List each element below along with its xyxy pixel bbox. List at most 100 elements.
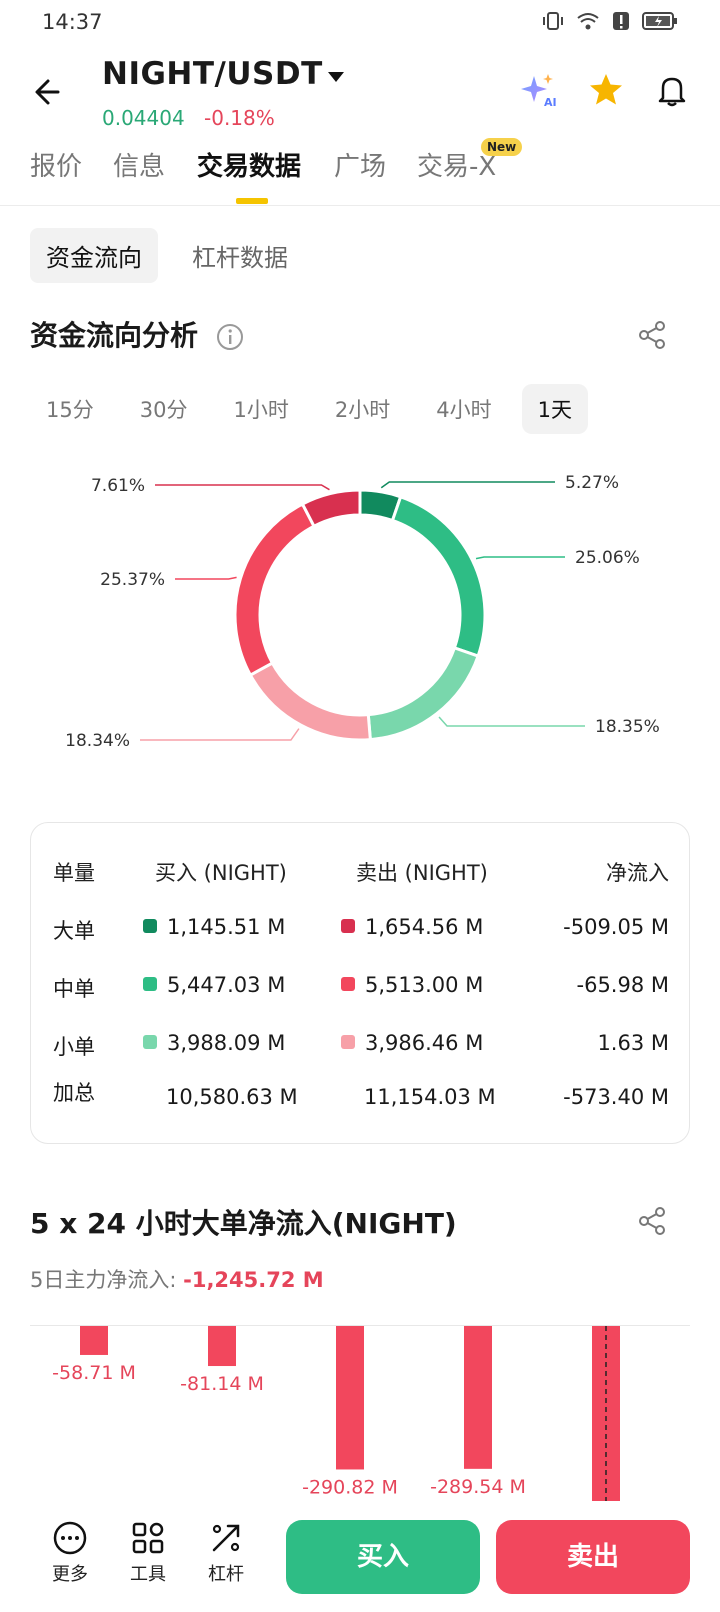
svg-text:AI: AI xyxy=(544,96,557,109)
donut-percent-label: 7.61% xyxy=(91,476,145,496)
total-sell: 11,154.03 M xyxy=(364,1085,496,1109)
buy-swatch xyxy=(143,1035,157,1049)
sell-value: 1,654.56 M xyxy=(365,915,484,939)
sell-swatch xyxy=(341,1035,355,1049)
tab-trade-x[interactable]: 交易-X New xyxy=(417,138,523,183)
donut-percent-label: 25.37% xyxy=(100,570,165,590)
sell-cell: 5,513.00 M xyxy=(341,973,483,997)
caret-down-icon[interactable] xyxy=(327,70,345,84)
tools-label: 工具 xyxy=(130,1564,166,1585)
buy-swatch xyxy=(143,977,157,991)
period-1h[interactable]: 1小时 xyxy=(233,398,289,422)
vibrate-icon xyxy=(543,12,563,30)
bar-value-label: -81.14 M xyxy=(180,1373,264,1395)
status-time: 14:37 xyxy=(42,10,103,34)
bar-value-label: -58.71 M xyxy=(52,1362,136,1384)
tab-info[interactable]: 信息 xyxy=(113,152,166,182)
period-4h[interactable]: 4小时 xyxy=(436,398,492,422)
tab-quote[interactable]: 报价 xyxy=(30,152,83,182)
fund-flow-title: 资金流向分析 xyxy=(30,314,244,354)
col-header-buy: 买入 (NIGHT) xyxy=(155,861,287,885)
sell-swatch xyxy=(341,977,355,991)
tab-trade-x-label: 交易-X xyxy=(417,152,497,182)
more-label: 更多 xyxy=(52,1564,88,1585)
tab-square[interactable]: 广场 xyxy=(334,152,387,182)
summary-label: 5日主力净流入: xyxy=(30,1268,184,1292)
total-buy: 10,580.63 M xyxy=(166,1085,298,1109)
leverage-button[interactable]: 杠杆 xyxy=(196,1520,256,1586)
tab-trade-data[interactable]: 交易数据 xyxy=(197,152,302,182)
table-total-row: 加总 10,580.63 M 11,154.03 M -573.40 M xyxy=(31,1081,691,1125)
net-value: 1.63 M xyxy=(597,1031,669,1055)
total-net: -573.40 M xyxy=(563,1085,669,1109)
tools-button[interactable]: 工具 xyxy=(118,1520,178,1586)
share-icon[interactable] xyxy=(638,320,668,350)
net-value: -509.05 M xyxy=(563,915,669,939)
bell-icon[interactable] xyxy=(654,72,690,108)
col-header-size: 单量 xyxy=(53,861,95,885)
bar-value-label: -290.82 M xyxy=(302,1476,398,1498)
header-actions: AI xyxy=(518,70,690,110)
wifi-icon xyxy=(577,13,599,30)
total-name: 加总 xyxy=(53,1081,95,1105)
table-row: 大单 1,145.51 M 1,654.56 M -509.05 M xyxy=(31,915,691,955)
bar-value-label: -289.54 M xyxy=(430,1476,526,1498)
back-arrow-icon[interactable] xyxy=(30,72,70,112)
last-price: 0.04404 xyxy=(102,106,185,130)
buy-value: 3,988.09 M xyxy=(167,1031,286,1055)
table-header-row: 单量 买入 (NIGHT) 卖出 (NIGHT) 净流入 xyxy=(31,857,691,897)
summary-value: -1,245.72 M xyxy=(183,1268,324,1292)
sell-swatch xyxy=(341,919,355,933)
more-button[interactable]: 更多 xyxy=(40,1520,100,1586)
bigflow-title: 5 x 24 小时大单净流入(NIGHT) xyxy=(30,1207,457,1240)
sell-cell: 1,654.56 M xyxy=(341,915,483,939)
sell-value: 3,986.46 M xyxy=(365,1031,484,1055)
period-1d[interactable]: 1天 xyxy=(521,384,588,434)
more-icon xyxy=(53,1521,87,1555)
buy-cell: 5,447.03 M xyxy=(143,973,285,997)
subtab-leverage-data[interactable]: 杠杆数据 xyxy=(192,244,288,272)
price-change: -0.18% xyxy=(204,106,275,130)
row-name: 小单 xyxy=(53,1035,95,1059)
tools-grid-icon xyxy=(132,1522,164,1554)
row-name: 大单 xyxy=(53,919,95,943)
five-day-main-inflow: 5日主力净流入: -1,245.72 M xyxy=(30,1264,324,1294)
sub-tabs: 资金流向 杠杆数据 xyxy=(30,228,304,283)
ai-sparkle-icon[interactable]: AI xyxy=(518,70,558,110)
bar xyxy=(336,1326,364,1470)
leverage-icon xyxy=(212,1524,240,1552)
buy-value: 1,145.51 M xyxy=(167,915,286,939)
bar xyxy=(80,1326,108,1355)
table-row: 小单 3,988.09 M 3,986.46 M 1.63 M xyxy=(31,1031,691,1071)
bigflow-bar-chart: -58.71 M -81.14 M -290.82 M -289.54 M xyxy=(30,1325,690,1501)
buy-button[interactable]: 买入 xyxy=(286,1520,480,1594)
pair-title[interactable]: NIGHT/USDT xyxy=(102,56,323,92)
status-bar: 14:37 xyxy=(0,0,720,48)
subtab-fund-flow[interactable]: 资金流向 xyxy=(30,228,158,283)
donut-percent-label: 5.27% xyxy=(565,473,619,493)
table-row: 中单 5,447.03 M 5,513.00 M -65.98 M xyxy=(31,973,691,1013)
period-2h[interactable]: 2小时 xyxy=(334,398,391,422)
period-30m[interactable]: 30分 xyxy=(139,398,188,422)
buy-cell: 3,988.09 M xyxy=(143,1031,285,1055)
buy-value: 5,447.03 M xyxy=(167,973,286,997)
sell-value: 5,513.00 M xyxy=(365,973,484,997)
new-badge: New xyxy=(481,138,523,156)
period-15m[interactable]: 15分 xyxy=(46,398,94,422)
col-header-net: 净流入 xyxy=(606,861,669,885)
bar xyxy=(208,1326,236,1367)
sell-cell: 3,986.46 M xyxy=(341,1031,483,1055)
share-icon[interactable] xyxy=(638,1206,668,1236)
buy-swatch xyxy=(143,919,157,933)
donut-slice xyxy=(390,494,487,658)
star-icon[interactable] xyxy=(588,72,624,108)
period-selector: 15分 30分 1小时 2小时 4小时 1天 xyxy=(30,384,602,434)
donut-slice xyxy=(300,488,362,529)
leverage-label: 杠杆 xyxy=(208,1564,244,1585)
buy-cell: 1,145.51 M xyxy=(143,915,285,939)
info-icon[interactable] xyxy=(216,323,244,351)
status-icons xyxy=(542,10,678,32)
sell-button[interactable]: 卖出 xyxy=(496,1520,690,1594)
fund-flow-title-text: 资金流向分析 xyxy=(30,319,199,352)
donut-percent-label: 25.06% xyxy=(575,548,640,568)
